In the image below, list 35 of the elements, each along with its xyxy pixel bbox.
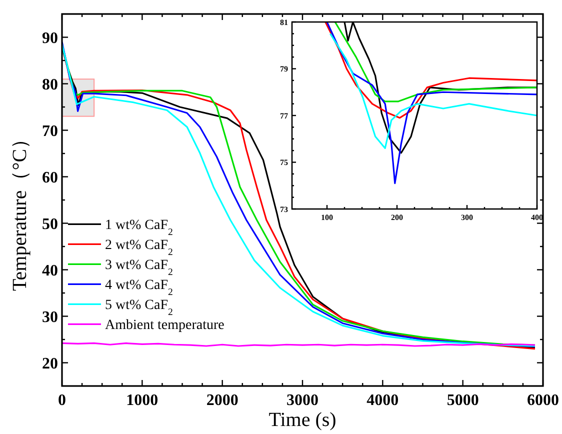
y-tick-label: 81 (280, 18, 288, 27)
x-tick-label: 4000 (366, 392, 399, 409)
x-tick-label: 200 (391, 213, 403, 222)
line-series (326, 22, 537, 184)
y-tick-label: 60 (42, 169, 58, 186)
x-tick-label: 100 (321, 213, 333, 222)
x-tick-label: 3000 (286, 392, 318, 409)
y-tick-label: 77 (280, 111, 288, 120)
legend-label: Ambient temperature (105, 318, 224, 334)
legend-label: 2 wt% CaF$_{2}$ (105, 238, 173, 258)
x-tick-label: 5000 (446, 392, 479, 409)
x-tick-label: 0 (58, 392, 66, 409)
y-tick-label: 30 (42, 308, 58, 326)
y-tick-label: 79 (280, 64, 288, 74)
legend-label: 4 wt% CaF$_{2}$ (105, 278, 173, 298)
y-tick-label: 75 (280, 158, 288, 168)
legend-label: 3 wt% CaF$_{2}$ (105, 258, 173, 278)
x-axis-title: Time (s) (268, 409, 336, 431)
y-tick-label: 80 (42, 76, 58, 94)
legend-label: 5 wt% CaF$_{2}$ (105, 298, 173, 318)
y-tick-label: 20 (42, 355, 58, 372)
line-series (324, 22, 537, 119)
line-series (334, 22, 537, 102)
y-tick-label: 50 (42, 216, 58, 233)
line-series (329, 32, 537, 150)
legend-label: 1 wt% CaF$_{2}$ (105, 218, 173, 238)
x-tick-label: 6000 (527, 392, 559, 409)
y-tick-label: 73 (280, 204, 288, 214)
y-axis-title: Temperature（°C） (9, 128, 31, 292)
x-tick-label: 1000 (126, 392, 158, 409)
y-tick-label: 70 (42, 122, 58, 140)
x-tick-label: 300 (461, 213, 473, 222)
y-tick-label: 40 (42, 262, 58, 280)
x-tick-label: 2000 (206, 392, 238, 409)
y-tick-label: 90 (42, 30, 58, 47)
